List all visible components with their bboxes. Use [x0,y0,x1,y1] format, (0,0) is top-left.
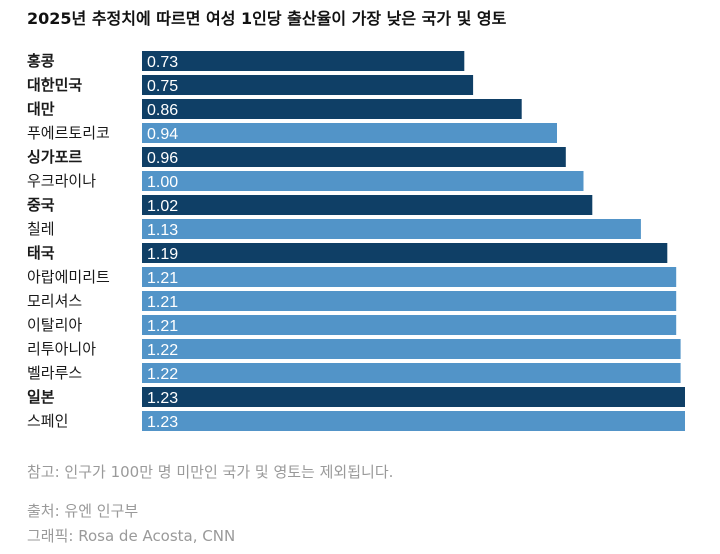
value-label-row-14: 1.22 [147,366,178,383]
category-label-row-8: 칠레 [27,220,55,238]
category-label-row-15: 일본 [27,388,55,406]
category-label-row-1: 홍콩 [27,52,55,70]
bar-row-8 [142,219,641,239]
category-label-row-4: 푸에르토리코 [27,124,110,142]
bar-row-5 [142,147,566,167]
value-label-row-4: 0.94 [147,126,178,143]
category-label-row-13: 리투아니아 [27,340,96,358]
footnote: 참고: 인구가 100만 명 미만인 국가 및 영토는 제외됩니다. [27,463,394,481]
category-label-row-10: 아랍에미리트 [27,268,110,286]
category-label-row-16: 스페인 [27,412,68,430]
category-label-row-12: 이탈리아 [27,316,82,334]
bar-row-13 [142,339,681,359]
category-label-row-9: 태국 [27,244,55,262]
chart-title: 2025년 추정치에 따르면 여성 1인당 출산율이 가장 낮은 국가 및 영토 [27,9,507,28]
category-label-row-14: 벨라루스 [27,364,82,382]
bar-row-1 [142,51,465,71]
value-label-row-3: 0.86 [147,102,178,119]
category-label-row-3: 대만 [27,100,55,118]
value-label-row-2: 0.75 [147,78,178,95]
value-label-row-1: 0.73 [147,54,178,71]
category-label-row-11: 모리셔스 [27,292,82,310]
value-label-row-10: 1.21 [147,270,178,287]
value-label-row-15: 1.23 [147,390,178,407]
value-label-row-12: 1.21 [147,318,178,335]
category-label-row-7: 중국 [27,196,55,214]
bar-row-3 [142,99,522,119]
value-label-row-6: 1.00 [147,174,178,191]
value-label-row-16: 1.23 [147,414,178,431]
bar-row-4 [142,123,557,143]
source-line: 출처: 유엔 인구부 [27,502,139,520]
bar-row-2 [142,75,474,95]
value-label-row-13: 1.22 [147,342,178,359]
value-label-row-11: 1.21 [147,294,178,311]
bar-row-16 [142,411,685,431]
value-label-row-5: 0.96 [147,150,178,167]
bar-row-10 [142,267,677,287]
category-label-row-5: 싱가포르 [27,148,82,166]
bar-row-11 [142,291,677,311]
category-label-row-2: 대한민국 [27,76,82,94]
bar-row-15 [142,387,685,407]
bar-row-7 [142,195,593,215]
bar-row-14 [142,363,681,383]
bar-row-6 [142,171,584,191]
bar-row-9 [142,243,668,263]
bar-row-12 [142,315,677,335]
value-label-row-9: 1.19 [147,246,178,263]
category-label-row-6: 우크라이나 [27,172,96,190]
credit-line: 그래픽: Rosa de Acosta, CNN [27,527,236,545]
value-label-row-8: 1.13 [147,222,178,239]
value-label-row-7: 1.02 [147,198,178,215]
